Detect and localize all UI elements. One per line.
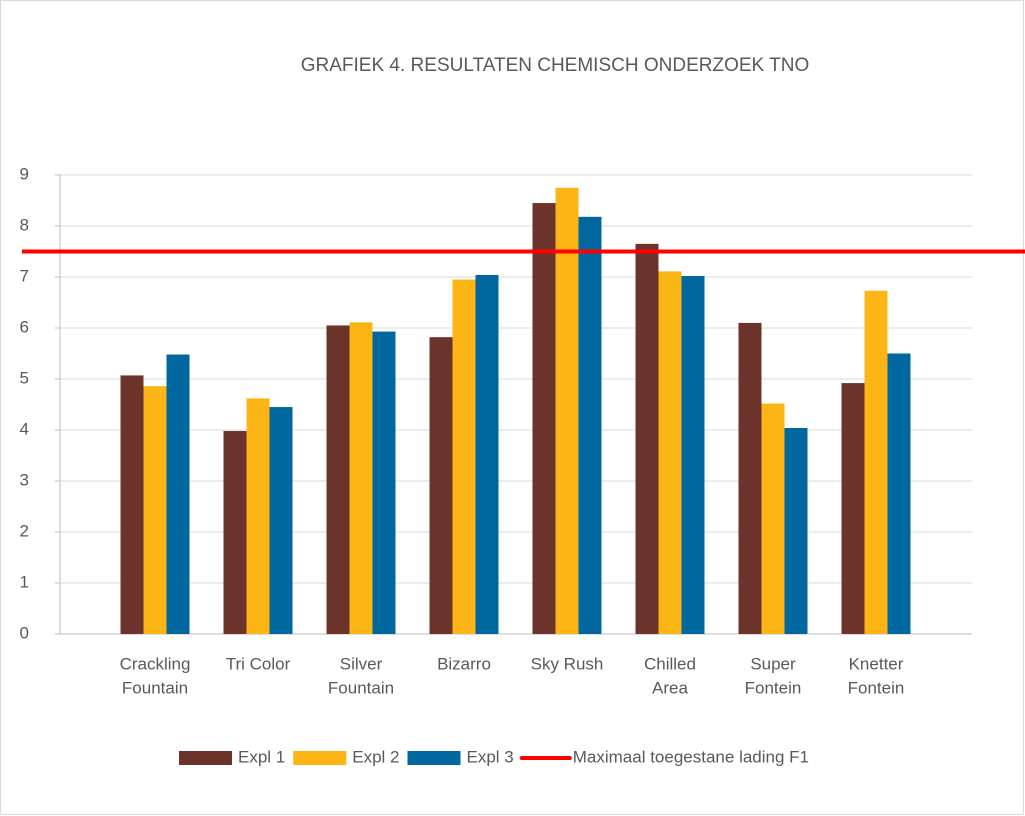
bar [166,354,190,634]
x-tick-label: Chilled [644,654,696,673]
y-tick-label: 0 [20,623,29,642]
x-tick-label: Crackling [120,654,191,673]
x-tick-label: Area [652,678,688,697]
bar [635,243,659,634]
x-tick-label: Silver [340,654,383,673]
bar [452,279,476,634]
chart-title: GRAFIEK 4. RESULTATEN CHEMISCH ONDERZOEK… [301,55,810,76]
y-tick-label: 7 [20,266,29,285]
y-tick-label: 5 [20,368,29,387]
bar [349,322,373,634]
bar [841,383,865,634]
bar [120,375,144,634]
x-tick-label: Sky Rush [531,654,604,673]
legend-swatch [179,751,232,765]
bar [681,275,705,634]
bar [143,386,167,634]
legend-swatch [407,751,461,765]
bar [475,274,499,634]
bar [429,337,453,634]
bar [532,203,556,635]
bar [738,322,762,634]
x-tick-label: Fountain [328,678,394,697]
legend-label: Expl 3 [467,747,514,766]
x-tick-label: Knetter [849,654,904,673]
y-tick-label: 3 [20,470,29,489]
x-tick-label: Super [750,654,796,673]
bar [658,271,682,634]
x-tick-label: Fontein [848,678,905,697]
x-tick-label: Fountain [122,678,188,697]
y-tick-label: 2 [20,521,29,540]
bar [761,403,785,634]
legend-label: Expl 1 [238,747,285,766]
bar [784,427,808,634]
y-tick-label: 8 [20,215,29,234]
bar [372,331,396,634]
bar [246,398,270,634]
bar [578,216,602,634]
y-tick-label: 6 [20,317,29,336]
x-tick-label: Fontein [745,678,802,697]
x-tick-label: Tri Color [226,654,291,673]
legend-label: Expl 2 [352,747,399,766]
bar [269,407,293,634]
y-tick-label: 9 [20,164,29,183]
bar [326,325,350,634]
y-tick-label: 1 [20,572,29,591]
legend-label: Maximaal toegestane lading F1 [573,747,809,766]
bar [864,290,888,634]
bar [555,187,579,634]
legend-swatch [293,751,347,765]
bar [223,431,247,634]
bar [887,353,911,634]
x-tick-label: Bizarro [437,654,491,673]
y-tick-label: 4 [20,419,29,438]
